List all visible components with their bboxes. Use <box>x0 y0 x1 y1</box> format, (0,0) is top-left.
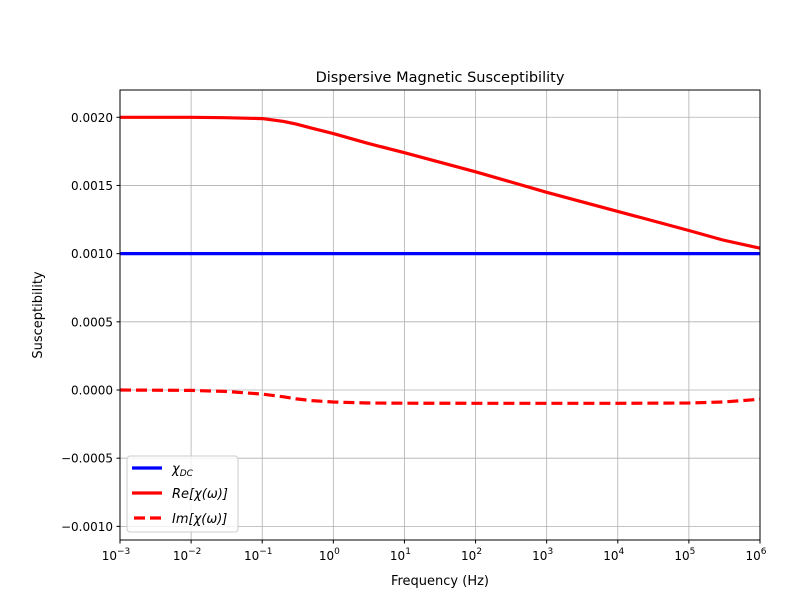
y-tick-label: 0.0020 <box>71 111 113 125</box>
y-tick-label: 0.0015 <box>71 179 113 193</box>
x-tick-label: 10−3 <box>102 547 131 563</box>
x-tick-label: 102 <box>461 547 482 563</box>
y-tick-label: 0.0005 <box>71 315 113 329</box>
legend-label-1: Re[χ(ω)] <box>172 487 228 502</box>
y-tick-label: 0.0010 <box>71 247 113 261</box>
x-axis-label: Frequency (Hz) <box>391 574 489 589</box>
series-line-1 <box>120 115 761 250</box>
x-tick-label: 101 <box>390 547 411 563</box>
legend-label-0: χDC <box>171 462 194 479</box>
x-tick-label: 100 <box>319 547 340 563</box>
legend-label-2: Im[χ(ω)] <box>172 512 227 527</box>
x-tick-label: 10−2 <box>173 547 202 563</box>
y-tick-label: −0.0010 <box>61 520 113 534</box>
x-tick-label: 104 <box>603 547 624 563</box>
ticks: 10−3 10−2 10−1 100 101 102 103 104 105 106 0.0020 0… <box>61 111 767 563</box>
x-tick-label: 106 <box>745 547 766 563</box>
x-tick-label: 10−1 <box>244 547 273 563</box>
legend: χDC Re[χ(ω)] Im[χ(ω)] <box>126 455 239 533</box>
chart-title: Dispersive Magnetic Susceptibility <box>316 70 565 86</box>
y-tick-label: 0.0000 <box>71 384 113 398</box>
series-group <box>119 115 761 405</box>
series-line-2 <box>119 388 761 405</box>
y-tick-label: −0.0005 <box>61 452 113 466</box>
legend-box <box>126 455 239 533</box>
axes-frame <box>119 89 761 541</box>
x-tick-label: 103 <box>532 547 553 563</box>
y-axis-label: Susceptibility <box>31 271 46 359</box>
x-tick-label: 105 <box>674 547 695 563</box>
